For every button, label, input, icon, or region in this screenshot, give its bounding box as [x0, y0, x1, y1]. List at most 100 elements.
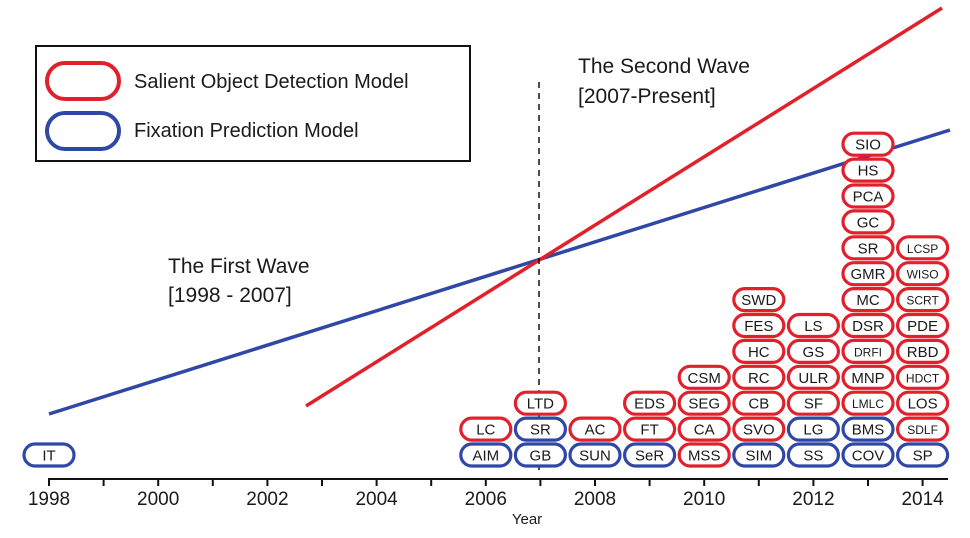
- model-pill-outline: [732, 338, 786, 364]
- model-pill-outline: [895, 287, 950, 313]
- model-pill-hs: HS: [841, 157, 895, 183]
- model-pill-outline: [895, 364, 950, 390]
- model-pill-ser: SeR: [622, 442, 677, 468]
- axis-title: Year: [512, 511, 542, 528]
- model-pill-outline: [786, 364, 841, 390]
- model-pill-label: HDCT: [906, 371, 940, 385]
- legend-salient-label: Salient Object Detection Model: [134, 71, 409, 93]
- model-pill-sr: SR: [513, 416, 568, 442]
- model-pill-swd: SWD: [732, 287, 786, 313]
- model-pill-label: BMS: [852, 422, 885, 439]
- model-pill-outline: [568, 442, 622, 468]
- model-pill-csm: CSM: [677, 364, 731, 390]
- model-pill-outline: [622, 416, 677, 442]
- model-pill-rc: RC: [732, 364, 786, 390]
- model-pill-pca: PCA: [841, 183, 895, 209]
- fixation-trend-line: [48, 128, 951, 416]
- model-pill-outline: [732, 287, 786, 313]
- model-pill-outline: [841, 338, 895, 364]
- model-pill-sim: SIM: [732, 442, 786, 468]
- model-pill-label: EDS: [634, 396, 665, 413]
- model-pill-outline: [895, 261, 950, 287]
- model-pill-label: LG: [803, 422, 823, 439]
- model-pill-hc: HC: [732, 338, 786, 364]
- model-pill-label: GC: [857, 214, 880, 231]
- model-pill-outline: [895, 416, 950, 442]
- model-pill-label: MC: [856, 292, 879, 309]
- model-pill-it: IT: [22, 442, 76, 468]
- legend-salient-swatch: [45, 61, 121, 101]
- year-tick-label: 1998: [28, 489, 70, 510]
- year-tick-label: 2004: [355, 489, 398, 510]
- model-pill-hdct: HDCT: [895, 364, 950, 390]
- model-pill-outline: [841, 312, 895, 339]
- model-pill-outline: [786, 416, 841, 442]
- year-tick-label: 2014: [901, 489, 944, 510]
- legend-fixation-label: Fixation Prediction Model: [134, 120, 359, 142]
- model-pill-lg: LG: [786, 416, 841, 442]
- model-pill-label: FT: [640, 422, 658, 439]
- model-pill-sr: SR: [841, 235, 895, 261]
- model-pill-label: SR: [858, 240, 879, 257]
- model-pill-label: HS: [858, 163, 879, 180]
- model-pill-outline: [786, 390, 841, 416]
- model-pill-gmr: GMR: [841, 261, 895, 287]
- model-pill-label: FES: [744, 318, 773, 335]
- model-pill-outline: [895, 312, 950, 339]
- model-pill-label: COV: [852, 448, 885, 465]
- model-pill-sio: SIO: [841, 131, 895, 157]
- model-pill-los: LOS: [895, 390, 950, 416]
- model-pill-outline: [677, 416, 731, 442]
- model-pill-outline: [513, 442, 568, 468]
- model-pill-outline: [786, 442, 841, 468]
- model-pill-outline: [841, 131, 895, 157]
- model-pill-ss: SS: [786, 442, 841, 468]
- model-pill-outline: [568, 416, 622, 442]
- model-pill-label: GB: [530, 448, 552, 465]
- model-pill-label: PCA: [853, 189, 884, 206]
- year-tick-label: 2000: [137, 489, 179, 510]
- model-pill-label: SVO: [743, 422, 775, 439]
- model-pill-label: MNP: [851, 370, 884, 387]
- model-pill-lc: LC: [459, 416, 513, 442]
- model-pill-gb: GB: [513, 442, 568, 468]
- year-tick-label: 2010: [683, 489, 725, 510]
- model-pill-label: SWD: [741, 292, 776, 309]
- legend: Salient Object Detection Model Fixation …: [35, 45, 471, 162]
- model-pill-label: IT: [42, 448, 55, 465]
- model-pill-label: CB: [748, 396, 769, 413]
- year-tick-label: 2002: [246, 489, 288, 510]
- year-tick-label: 2008: [574, 489, 616, 510]
- model-pill-fes: FES: [732, 312, 786, 339]
- model-pill-outline: [786, 312, 841, 339]
- model-pill-label: SS: [803, 448, 823, 465]
- model-pill-outline: [841, 261, 895, 287]
- model-pill-mss: MSS: [677, 442, 731, 468]
- model-pill-label: RC: [748, 370, 770, 387]
- model-pill-label: LC: [476, 422, 495, 439]
- model-pill-outline: [622, 390, 677, 416]
- model-pill-outline: [895, 442, 950, 468]
- model-pill-outline: [513, 416, 568, 442]
- model-pill-label: AIM: [472, 448, 499, 465]
- model-pill-cov: COV: [841, 442, 895, 468]
- model-pill-label: RBD: [907, 344, 939, 361]
- model-pill-label: SF: [804, 396, 823, 413]
- model-pill-outline: [732, 442, 786, 468]
- model-pill-outline: [895, 235, 950, 261]
- model-pill-outline: [22, 442, 76, 468]
- model-pill-label: SeR: [635, 448, 664, 465]
- model-pill-eds: EDS: [622, 390, 677, 416]
- model-pill-mc: MC: [841, 287, 895, 313]
- model-pill-wiso: WISO: [895, 261, 950, 287]
- model-pill-outline: [622, 442, 677, 468]
- model-pill-rbd: RBD: [895, 338, 950, 364]
- model-pill-ltd: LTD: [513, 390, 568, 416]
- model-pill-label: CSM: [688, 370, 721, 387]
- year-tick-label: 2006: [465, 489, 507, 510]
- legend-fixation-swatch: [45, 111, 121, 151]
- model-pill-outline: [841, 287, 895, 313]
- model-pill-ft: FT: [622, 416, 677, 442]
- model-pill-label: SR: [530, 422, 551, 439]
